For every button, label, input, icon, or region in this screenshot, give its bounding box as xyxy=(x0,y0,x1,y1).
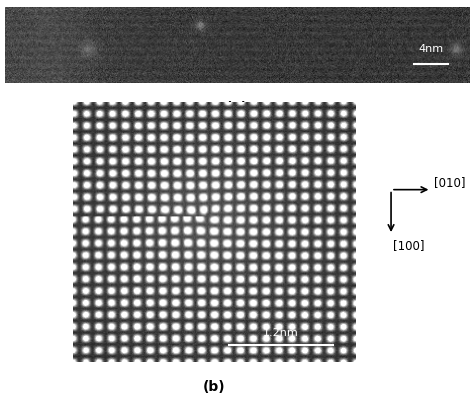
Text: (b): (b) xyxy=(203,379,226,393)
Text: 4nm: 4nm xyxy=(419,44,444,54)
Text: (a): (a) xyxy=(226,101,248,115)
Text: [100]: [100] xyxy=(393,239,425,252)
Text: 1.2nm: 1.2nm xyxy=(263,327,299,337)
Text: [010]: [010] xyxy=(434,175,465,188)
